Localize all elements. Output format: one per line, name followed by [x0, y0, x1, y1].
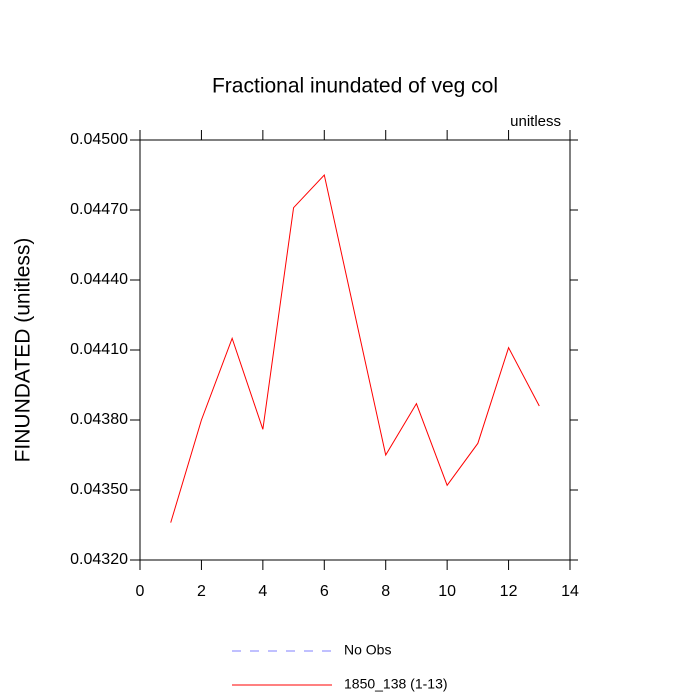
x-tick-label: 6	[320, 583, 329, 600]
x-tick-label: 2	[197, 583, 206, 600]
x-tick-label: 4	[258, 583, 267, 600]
y-tick-label: 0.04470	[70, 201, 128, 218]
x-tick-label: 12	[500, 583, 518, 600]
y-tick-label: 0.04380	[70, 411, 128, 428]
x-tick-label: 8	[381, 583, 390, 600]
legend-label: No Obs	[344, 642, 391, 658]
y-tick-label: 0.04440	[70, 271, 128, 288]
chart-subtitle: unitless	[510, 113, 561, 130]
y-tick-label: 0.04500	[70, 131, 128, 148]
y-tick-label: 0.04410	[70, 341, 128, 358]
legend-label: 1850_138 (1-13)	[344, 676, 448, 692]
data-line	[170, 173, 540, 523]
x-tick-label: 10	[438, 583, 456, 600]
x-tick-label: 0	[136, 583, 145, 600]
y-tick-label: 0.04320	[70, 551, 128, 568]
plot-frame	[139, 139, 571, 561]
y-tick-label: 0.04350	[70, 481, 128, 498]
x-tick-label: 14	[561, 583, 579, 600]
chart-title: Fractional inundated of veg col	[212, 75, 498, 98]
y-axis-label: FINUNDATED (unitless)	[12, 238, 35, 463]
